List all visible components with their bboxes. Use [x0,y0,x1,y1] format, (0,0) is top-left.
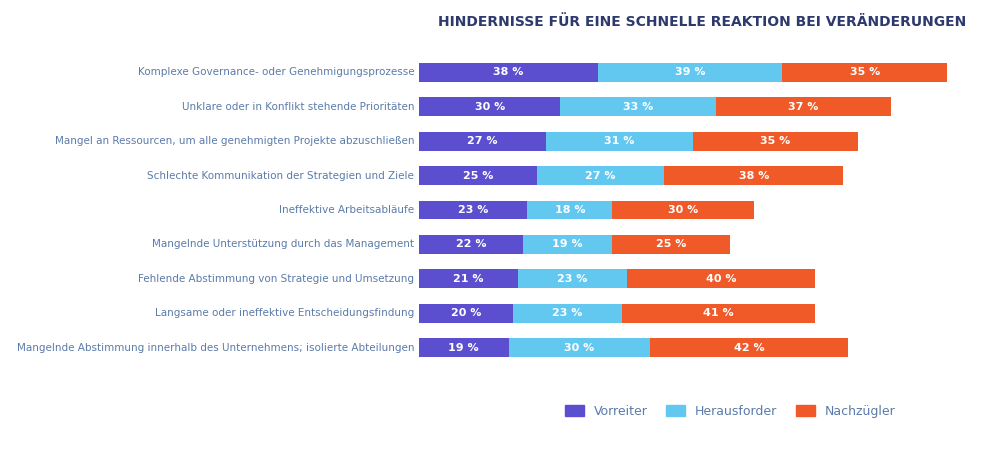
Bar [650,338,848,357]
Text: 41 %: 41 % [703,308,734,318]
Text: 38 %: 38 % [493,68,524,77]
Text: Ineffektive Arbeitsabläufe: Ineffektive Arbeitsabläufe [279,205,414,215]
Bar [560,97,716,116]
Bar [419,201,527,219]
Bar [523,235,612,254]
Text: 22 %: 22 % [456,240,486,250]
Bar [419,235,523,254]
Title: HINDERNISSE FÜR EINE SCHNELLE REAKTION BEI VERÄNDERUNGEN: HINDERNISSE FÜR EINE SCHNELLE REAKTION B… [438,15,966,29]
Bar [612,235,730,254]
Text: 37 %: 37 % [788,102,819,112]
Bar [419,304,513,323]
Text: 35 %: 35 % [760,136,790,146]
Text: 33 %: 33 % [623,102,653,112]
Text: 30 %: 30 % [668,205,698,215]
Text: Mangelnde Abstimmung innerhalb des Unternehmens; isolierte Abteilungen: Mangelnde Abstimmung innerhalb des Unter… [17,343,414,353]
Text: 38 %: 38 % [739,171,769,181]
Text: 19 %: 19 % [448,343,479,353]
Text: 30 %: 30 % [564,343,594,353]
Text: Komplexe Governance- oder Genehmigungsprozesse: Komplexe Governance- oder Genehmigungspr… [138,68,414,77]
Bar [527,201,612,219]
Text: 40 %: 40 % [706,274,736,284]
Bar [518,269,627,288]
Bar [622,304,815,323]
Bar [693,132,858,151]
Bar [513,304,622,323]
Bar [627,269,815,288]
Text: 25 %: 25 % [463,171,493,181]
Text: 21 %: 21 % [453,274,484,284]
Text: 27 %: 27 % [467,136,498,146]
Text: 18 %: 18 % [555,205,585,215]
Text: 20 %: 20 % [451,308,481,318]
Text: Fehlende Abstimmung von Strategie und Umsetzung: Fehlende Abstimmung von Strategie und Um… [138,274,414,284]
Text: 25 %: 25 % [656,240,687,250]
Text: 35 %: 35 % [850,68,880,77]
Bar [537,166,664,185]
Text: 23 %: 23 % [552,308,583,318]
Bar [716,97,891,116]
Text: 39 %: 39 % [675,68,705,77]
Text: Langsame oder ineffektive Entscheidungsfindung: Langsame oder ineffektive Entscheidungsf… [155,308,414,318]
Text: Schlechte Kommunikation der Strategien und Ziele: Schlechte Kommunikation der Strategien u… [147,171,414,181]
Text: 27 %: 27 % [585,171,616,181]
Bar [419,338,509,357]
Bar [509,338,650,357]
Bar [419,132,546,151]
Bar [419,166,537,185]
Bar [546,132,693,151]
Text: 31 %: 31 % [604,136,635,146]
Bar [419,97,560,116]
Text: Mangel an Ressourcen, um alle genehmigten Projekte abzuschließen: Mangel an Ressourcen, um alle genehmigte… [55,136,414,146]
Text: 19 %: 19 % [552,240,583,250]
Bar [664,166,843,185]
Text: 30 %: 30 % [475,102,505,112]
Bar [782,63,947,82]
Bar [419,63,598,82]
Bar [612,201,754,219]
Text: Unklare oder in Konflikt stehende Prioritäten: Unklare oder in Konflikt stehende Priori… [182,102,414,112]
Bar [598,63,782,82]
Bar [419,269,518,288]
Text: 23 %: 23 % [557,274,587,284]
Text: 42 %: 42 % [734,343,764,353]
Text: 23 %: 23 % [458,205,488,215]
Text: Mangelnde Unterstützung durch das Management: Mangelnde Unterstützung durch das Manage… [152,240,414,250]
Legend: Vorreiter, Herausforder, Nachzügler: Vorreiter, Herausforder, Nachzügler [559,398,902,424]
